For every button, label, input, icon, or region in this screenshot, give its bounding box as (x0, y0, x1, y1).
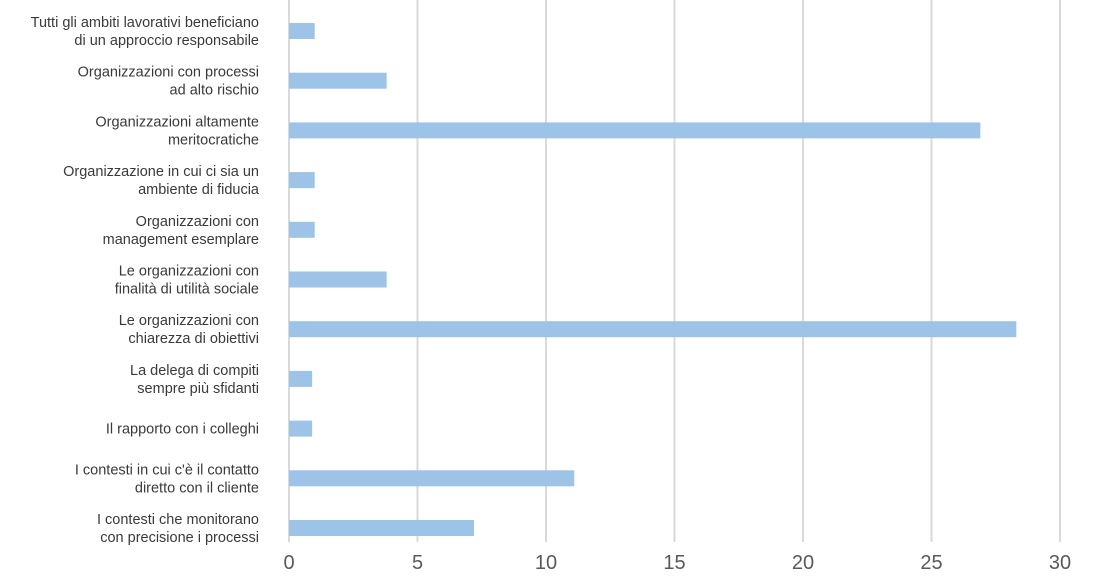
category-label-3: Organizzazione in cui ci sia un ambiente … (63, 164, 260, 198)
category-label-line: Le organizzazioni con (119, 313, 259, 329)
bar-8 (289, 420, 313, 437)
category-label-9: I contesti in cui c'è il contatto diretto… (75, 462, 259, 496)
category-label-line: Organizzazioni altamente (95, 114, 259, 130)
category-label-10: I contesti che monitorano con precisione … (97, 512, 259, 546)
x-tick-label-30: 30 (1049, 552, 1071, 574)
category-label-line: ambiente di fiducia (138, 182, 260, 198)
category-label-line: Organizzazioni con processi (78, 65, 259, 81)
category-label-line: di un approccio responsabile (74, 33, 259, 49)
category-label-line: Tutti gli ambiti lavorativi beneficiano (31, 15, 259, 31)
bar-1 (289, 72, 387, 89)
category-label-line: Organizzazione in cui ci sia un (63, 164, 259, 180)
category-label-line: I contesti che monitorano (97, 512, 259, 528)
category-label-0: Tutti gli ambiti lavorativi beneficiano d… (31, 15, 259, 49)
bar-7 (289, 370, 313, 387)
category-labels: Tutti gli ambiti lavorativi beneficiano d… (31, 15, 260, 546)
category-label-6: Le organizzazioni con chiarezza di obiett… (119, 313, 259, 347)
category-label-line: diretto con il cliente (135, 480, 259, 496)
bar-10 (289, 520, 475, 536)
category-label-line: management esemplare (103, 232, 259, 248)
bars (289, 23, 1017, 536)
category-label-7: La delega di compiti sempre più sfidanti (130, 363, 259, 397)
x-tick-label-10: 10 (535, 552, 557, 574)
category-label-line: La delega di compiti (130, 363, 259, 379)
category-label-1: Organizzazioni con processi ad alto risch… (78, 65, 259, 99)
category-label-line: finalità di utilità sociale (115, 282, 259, 298)
bar-6 (289, 321, 1017, 338)
gridlines (288, 0, 1061, 542)
bar-4 (289, 221, 315, 238)
bar-5 (289, 271, 387, 288)
category-label-line: Il rapporto con i colleghi (106, 422, 259, 438)
category-label-line: con precisione i processi (100, 530, 259, 546)
x-tick-label-25: 25 (920, 552, 942, 574)
bar-0 (289, 23, 315, 39)
x-tick-label-5: 5 (412, 552, 423, 574)
category-label-2: Organizzazioni altamente meritocratiche (95, 114, 259, 148)
bar-2 (289, 122, 981, 139)
category-label-line: Organizzazioni con (136, 214, 259, 230)
x-tick-label-15: 15 (663, 552, 685, 574)
category-label-5: Le organizzazioni con finalità di utilità… (115, 264, 259, 298)
bar-9 (289, 470, 575, 487)
bar-3 (289, 172, 315, 189)
x-tick-label-20: 20 (792, 552, 814, 574)
category-label-line: I contesti in cui c'è il contatto (75, 462, 259, 478)
x-tick-label-0: 0 (283, 552, 294, 574)
category-label-line: chiarezza di obiettivi (128, 331, 259, 347)
category-label-4: Organizzazioni con management esemplare (103, 214, 259, 248)
category-label-line: sempre più sfidanti (137, 381, 259, 397)
category-label-8: Il rapporto con i colleghi (106, 422, 259, 438)
category-label-line: Le organizzazioni con (119, 264, 259, 280)
category-label-line: meritocratiche (168, 132, 259, 148)
category-label-line: ad alto rischio (170, 83, 259, 99)
x-axis-tick-labels: 0 5 10 15 20 25 30 (283, 552, 1071, 574)
